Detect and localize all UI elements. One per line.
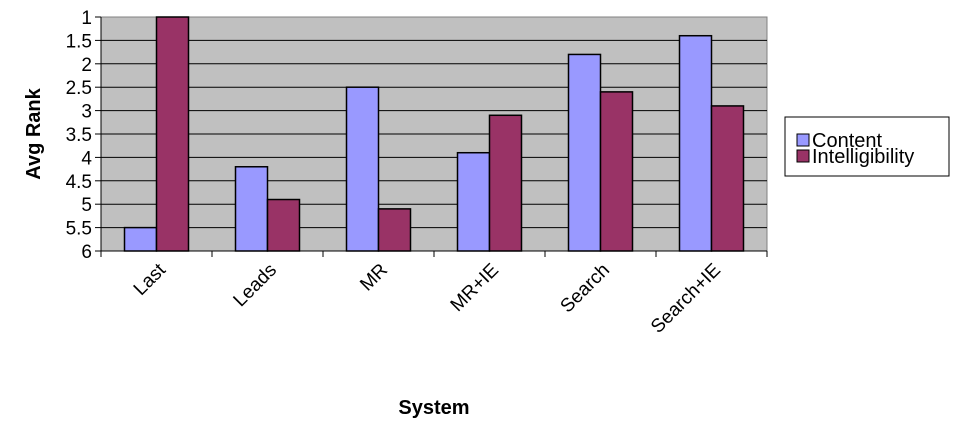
y-tick-label: 4.5: [66, 172, 92, 193]
bar-intelligibility-mr-ie: [488, 114, 523, 252]
y-tick-label: 5: [81, 195, 92, 216]
x-tick-label: MR+IE: [447, 260, 503, 316]
y-tick-label: 2.5: [66, 78, 92, 99]
legend-label-intelligibility: Intelligibility: [812, 146, 914, 168]
x-axis-title: System: [398, 397, 469, 419]
y-tick-label: 6: [81, 242, 92, 263]
legend-swatch-intelligibility: [796, 149, 810, 163]
bars: [123, 16, 745, 252]
y-tick-label: 4: [81, 148, 92, 169]
bar-intelligibility-mr: [377, 208, 412, 252]
bar-content-search-ie: [678, 34, 713, 252]
bar-content-search: [567, 53, 602, 252]
y-tick-label: 5.5: [66, 219, 92, 240]
bar-content-mr-ie: [456, 151, 491, 252]
legend: Content Intelligibility: [784, 116, 950, 177]
legend-label-content: Content: [812, 130, 882, 152]
bar-intelligibility-leads: [266, 198, 301, 252]
x-tick-label: Search+IE: [647, 260, 725, 338]
y-tick-label: 2: [81, 55, 92, 76]
bar-content-last: [123, 226, 158, 252]
y-axis-title: Avg Rank: [23, 87, 45, 179]
x-tick-label: Search: [557, 260, 614, 317]
x-tick-label: Last: [130, 259, 171, 300]
x-tick-label: Leads: [230, 260, 281, 311]
y-tick-label: 3: [81, 102, 92, 123]
bar-intelligibility-search-ie: [710, 105, 745, 252]
y-tick-label: 3.5: [66, 125, 92, 146]
grid-lines: [101, 39, 767, 229]
bar-intelligibility-search: [599, 91, 634, 252]
y-tick-label: 1.5: [66, 31, 92, 52]
bar-content-mr: [345, 86, 380, 252]
x-ticks: Last Leads MR MR+IE Search Search+IE: [100, 251, 768, 338]
legend-swatch-content: [796, 133, 810, 147]
y-tick-label: 1: [81, 8, 92, 29]
y-ticks: 11.5 22.5 33.54 4.55 5.56: [66, 8, 101, 263]
x-tick-label: MR: [356, 260, 392, 296]
legend-box: [784, 116, 950, 177]
bar-content-leads: [234, 166, 269, 252]
bar-intelligibility-last: [155, 16, 190, 252]
